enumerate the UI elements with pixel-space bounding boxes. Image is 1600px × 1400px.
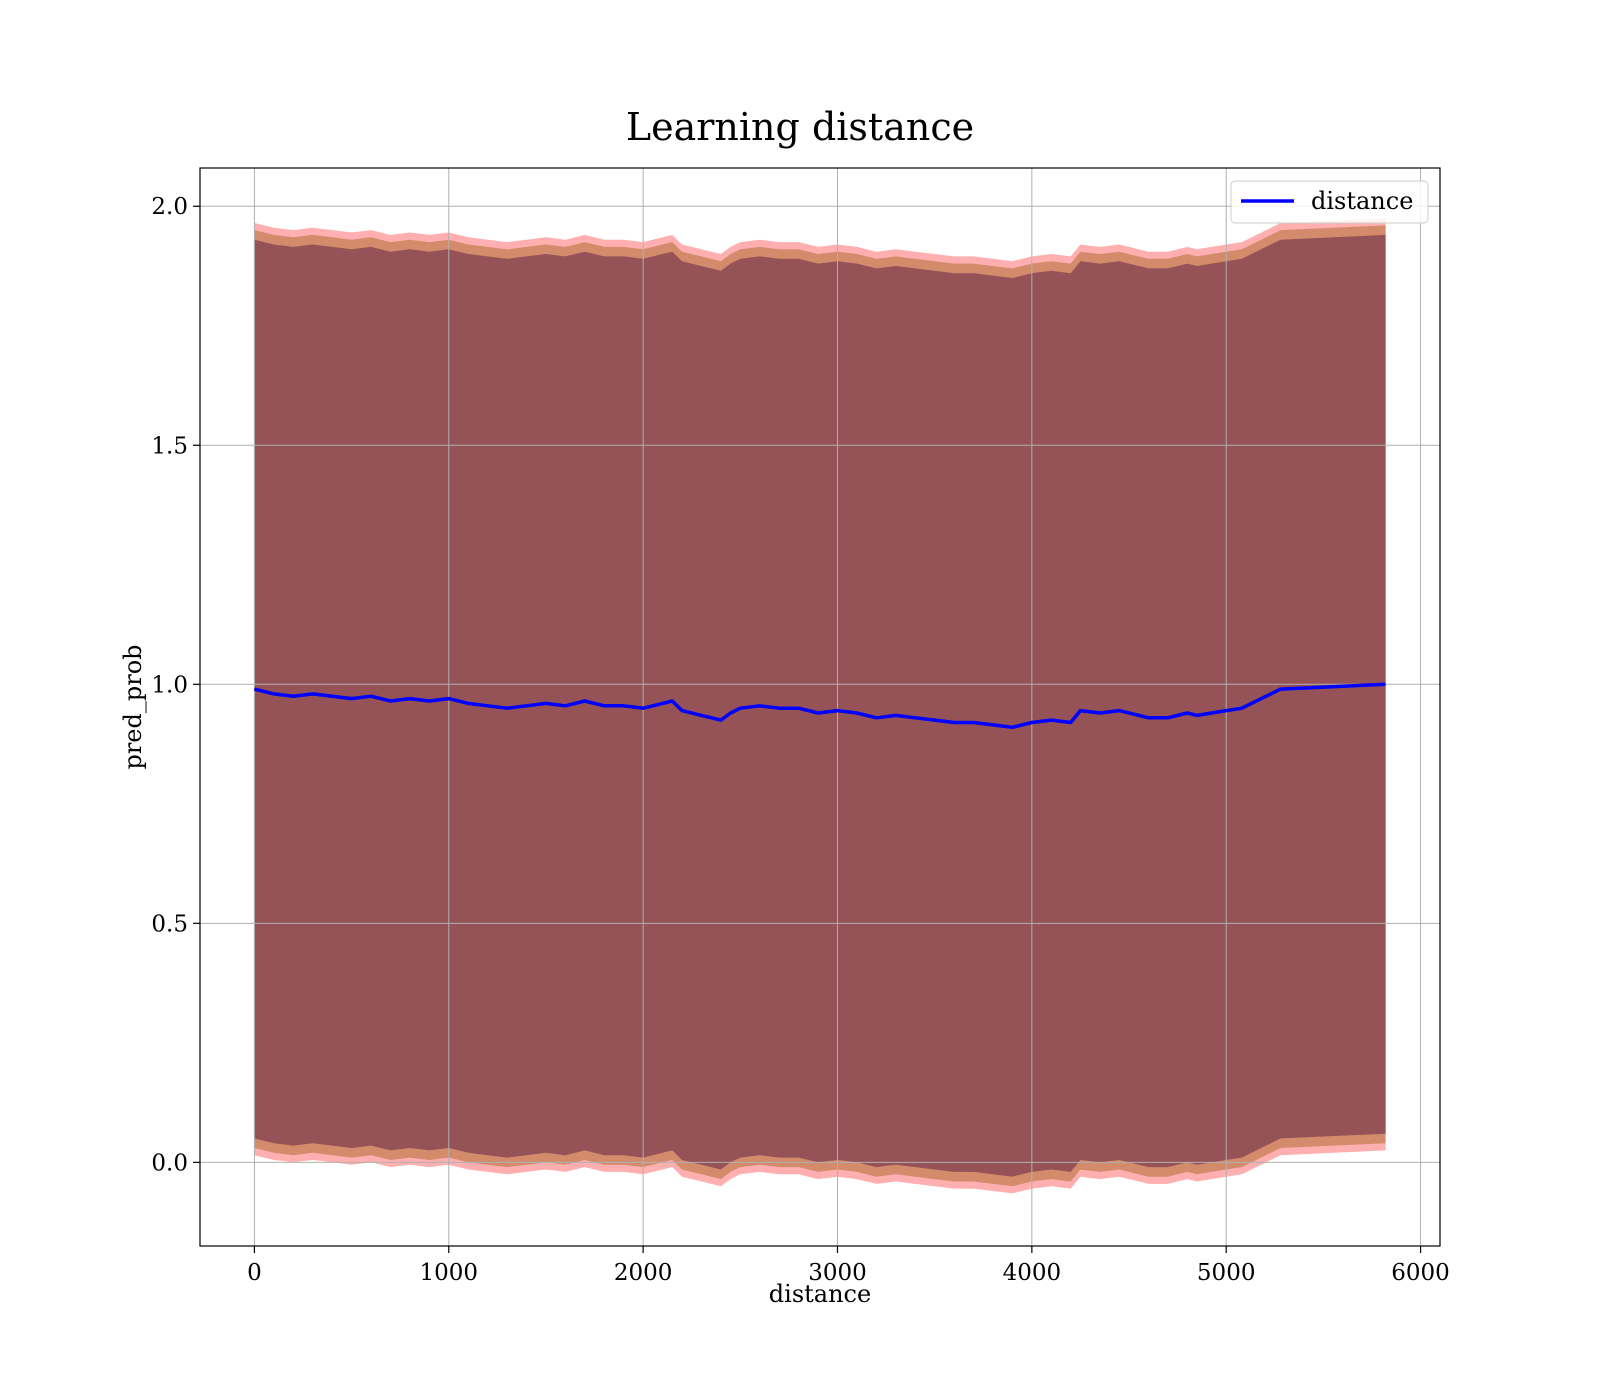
x-tick-label: 4000 bbox=[1003, 1260, 1062, 1286]
x-tick-label: 3000 bbox=[808, 1260, 867, 1286]
y-tick-label: 0.5 bbox=[151, 911, 188, 937]
legend: distance bbox=[1230, 180, 1429, 224]
x-tick-label: 2000 bbox=[614, 1260, 673, 1286]
x-tick-label: 5000 bbox=[1197, 1260, 1256, 1286]
legend-label-distance: distance bbox=[1311, 187, 1413, 215]
plot-frame bbox=[199, 167, 1441, 1247]
axis-ticks: 0 1000 2000 3000 4000 5000 6000 0.0 0.5 1.0 1.5 2.0 bbox=[151, 194, 1449, 1286]
chart-title: Learning distance bbox=[626, 105, 974, 149]
x-tick-label: 6000 bbox=[1391, 1260, 1450, 1286]
y-tick-label: 2.0 bbox=[151, 194, 188, 220]
confidence-bands bbox=[254, 218, 1386, 1194]
x-tick-label: 1000 bbox=[420, 1260, 479, 1286]
y-tick-label: 1.0 bbox=[151, 672, 188, 698]
series-lines bbox=[253, 682, 1386, 730]
grid bbox=[200, 168, 1440, 1246]
y-axis-label: pred_prob bbox=[119, 644, 147, 769]
y-tick-label: 0.0 bbox=[151, 1150, 188, 1176]
legend-box bbox=[1230, 180, 1429, 224]
x-axis-label: distance bbox=[769, 1280, 871, 1308]
y-tick-label: 1.5 bbox=[151, 433, 188, 459]
x-tick-label: 0 bbox=[247, 1260, 262, 1286]
series-line-distance bbox=[253, 682, 1386, 730]
band-2 bbox=[254, 234, 1386, 1177]
